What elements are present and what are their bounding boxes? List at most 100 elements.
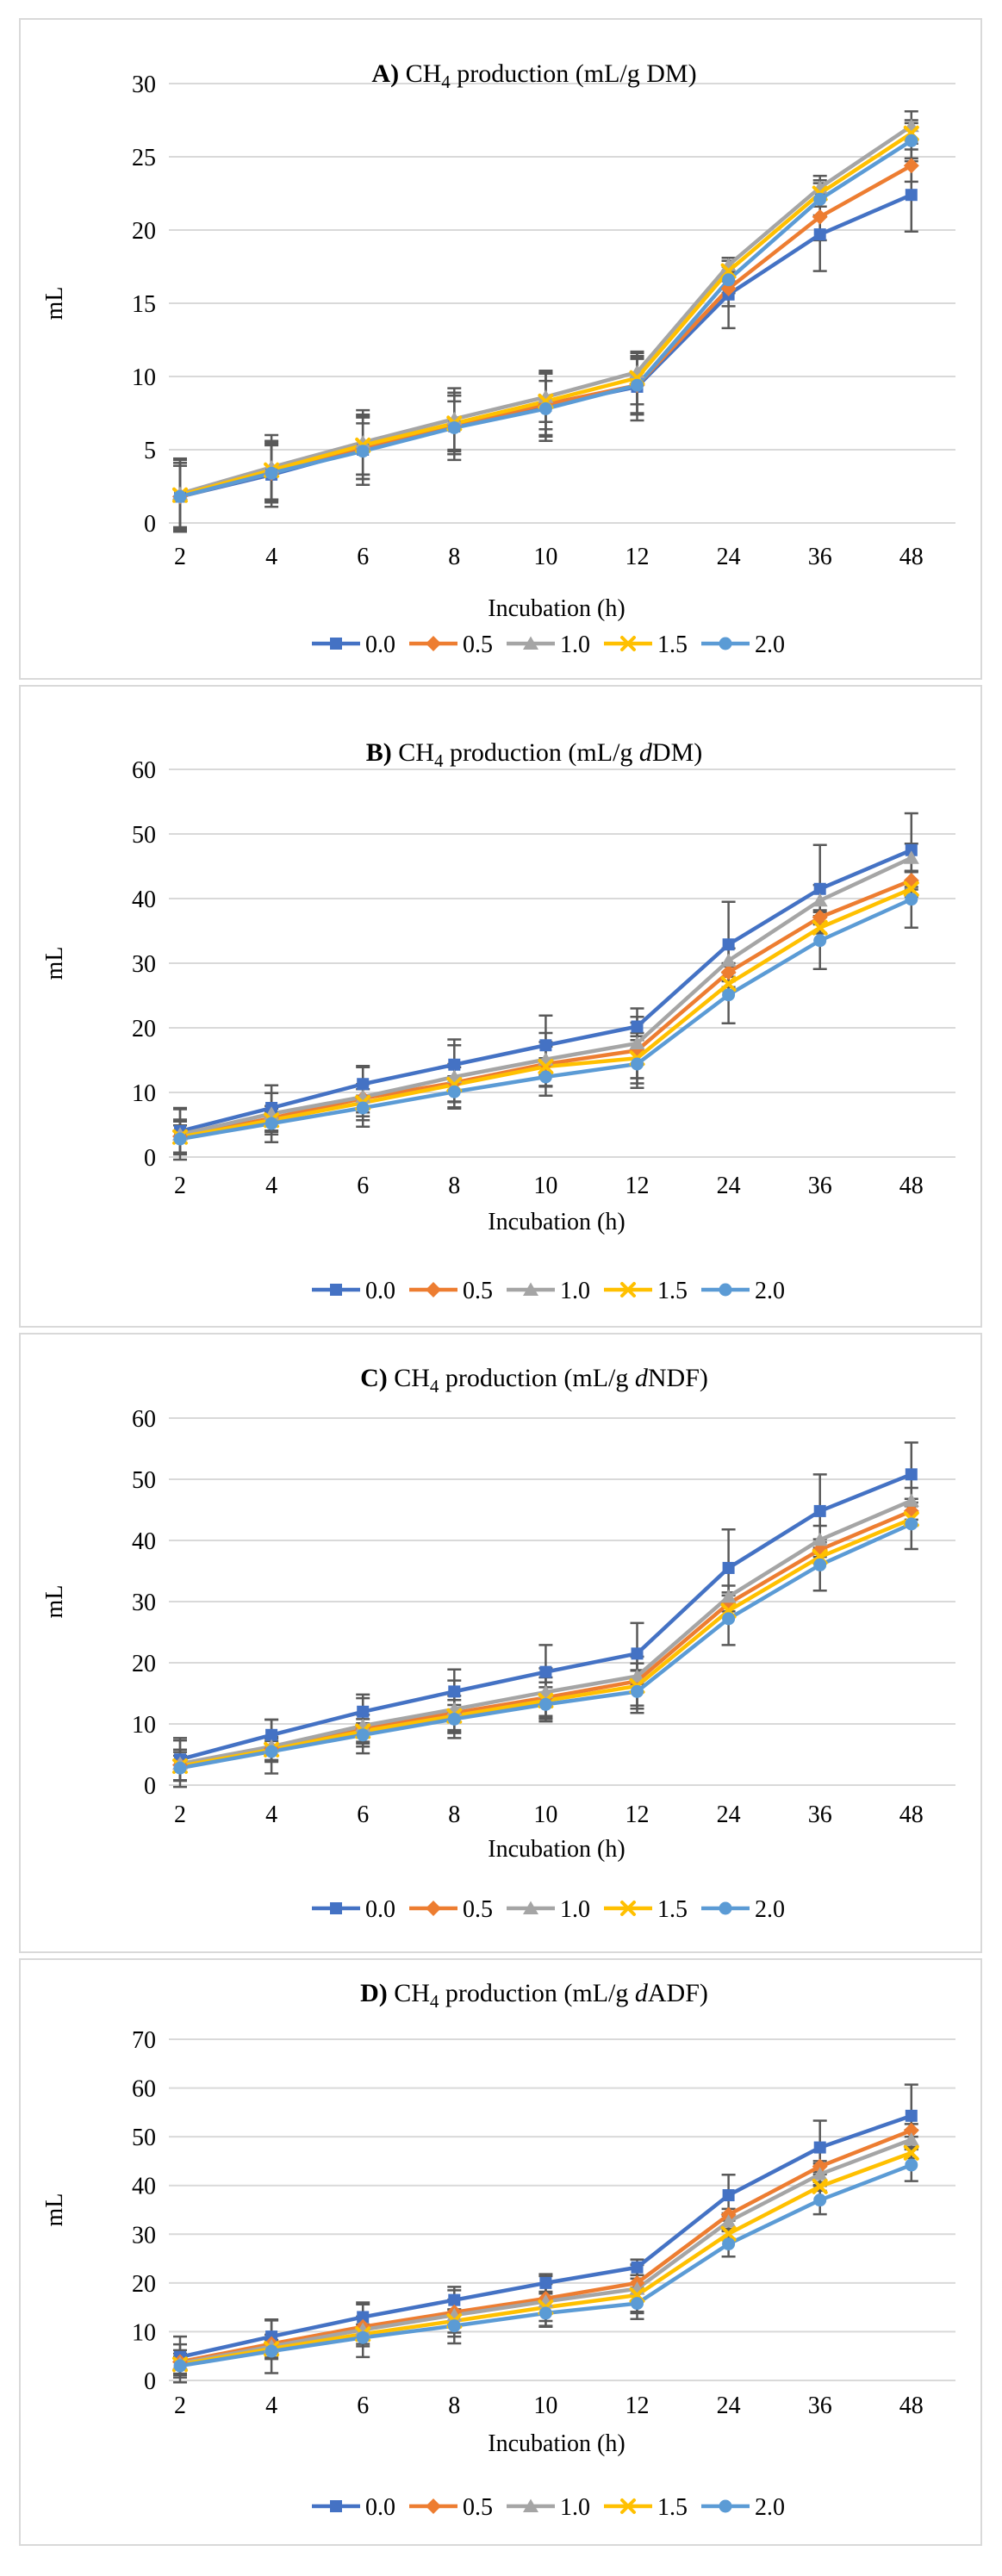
marker-2.0-6: [356, 445, 370, 458]
chart-b: 0 10 20 30 40 50 60 mL B) CH4 production (mL/g d…: [41, 738, 955, 1304]
x-axis-title: Incubation (h): [488, 1836, 625, 1863]
legend-label: 0.0: [365, 632, 395, 658]
x-tick-label: 6: [357, 544, 369, 570]
x-tick-label: 48: [899, 1173, 924, 1199]
x-tick-label: 24: [717, 544, 741, 570]
marker-0.0-48: [905, 2109, 918, 2122]
marker-2.0-36: [813, 2193, 827, 2207]
series-line-0.5: [177, 878, 914, 1139]
x-tick-label: 8: [448, 1173, 460, 1199]
marker-2.0-36: [813, 1558, 827, 1571]
marker-0.0-36: [813, 882, 826, 895]
marker-1.0-36: [812, 2167, 828, 2181]
marker-0.5-48: [903, 1503, 919, 1519]
y-tick-label: 10: [132, 2319, 156, 2346]
marker-1.5-48: [903, 880, 919, 897]
x-tick-label: 2: [174, 1173, 186, 1199]
y-tick-label: 0: [144, 1773, 156, 1800]
x-tick-label: 6: [357, 1173, 369, 1199]
x-tick-label: 24: [717, 1173, 741, 1199]
marker-2.0-12: [631, 2297, 644, 2311]
legend-label: 2.0: [755, 2494, 785, 2521]
legend-item-0.5: 0.5: [409, 2494, 493, 2521]
x-tick-label: 10: [533, 544, 557, 570]
legend-item-1.5: 1.5: [604, 2494, 688, 2521]
marker-0.0-24: [722, 2189, 735, 2202]
x-tick-label: 48: [899, 2392, 924, 2419]
marker-2.0-10: [538, 1697, 552, 1711]
legend-marker-x: [620, 1282, 636, 1297]
x-tick-label: 6: [357, 1801, 369, 1828]
legend-item-2.0: 2.0: [701, 632, 785, 658]
series-line-2.0: [177, 139, 914, 499]
y-tick-label: 20: [132, 218, 156, 245]
legend-label: 1.5: [657, 1278, 688, 1304]
marker-2.0-48: [905, 134, 918, 147]
legend-label: 1.5: [657, 2494, 688, 2521]
legend-marker-triangle: [523, 1282, 538, 1296]
y-tick-label: 30: [132, 951, 156, 978]
marker-1.0-48: [903, 2132, 919, 2146]
legend-marker-x: [620, 1901, 636, 1916]
x-tick-label: 8: [448, 544, 460, 570]
y-tick-label: 20: [132, 2271, 156, 2298]
marker-2.0-36: [813, 192, 827, 206]
x-tick-label: 36: [808, 1173, 832, 1199]
legend-item-1.0: 1.0: [507, 2494, 590, 2521]
y-tick-label: 50: [132, 2125, 156, 2151]
y-tick-label: 0: [144, 511, 156, 538]
legend-marker-x: [620, 636, 636, 651]
marker-1.5-48: [903, 2144, 919, 2161]
series-line-1.0: [177, 2137, 914, 2366]
y-axis-title: mL: [41, 1585, 68, 1619]
legend-item-0.0: 0.0: [312, 632, 395, 658]
x-tick-label: 24: [717, 2392, 741, 2419]
y-tick-label: 0: [144, 2368, 156, 2395]
x-tick-label: 48: [899, 1801, 924, 1828]
legend-item-1.5: 1.5: [604, 1896, 688, 1923]
legend-label: 1.0: [560, 1278, 590, 1304]
legend-label: 0.5: [463, 2494, 493, 2521]
y-tick-label: 0: [144, 1145, 156, 1172]
marker-2.0-10: [538, 1070, 552, 1084]
y-tick-label: 40: [132, 887, 156, 913]
legend-label: 2.0: [755, 1896, 785, 1923]
y-tick-label: 25: [132, 145, 156, 171]
legend-item-0.0: 0.0: [312, 2494, 395, 2521]
marker-2.0-24: [722, 273, 736, 287]
x-tick-label: 10: [533, 2392, 557, 2419]
legend-item-1.5: 1.5: [604, 1278, 688, 1304]
chart-a: 0 5 10 15 20 25 30 mL A) CH4 production (mL/g DM…: [41, 59, 955, 658]
x-tick-label: 4: [265, 1173, 277, 1199]
marker-2.0-48: [905, 2158, 918, 2172]
marker-0.0-10: [539, 1665, 552, 1678]
legend-label: 2.0: [755, 1278, 785, 1304]
x-tick-label: 2: [174, 2392, 186, 2419]
legend-marker-circle: [719, 2499, 732, 2513]
legend-marker-diamond: [426, 636, 441, 651]
marker-0.0-36: [813, 228, 826, 241]
marker-2.0-24: [722, 1612, 736, 1626]
marker-2.0-12: [631, 378, 644, 392]
y-tick-label: 20: [132, 1016, 156, 1042]
marker-0.5-24: [720, 964, 737, 980]
marker-1.0-24: [720, 2214, 737, 2228]
legend-marker-circle: [719, 1901, 732, 1915]
legend-label: 0.0: [365, 1896, 395, 1923]
x-tick-label: 10: [533, 1801, 557, 1828]
marker-1.5-36: [812, 2178, 828, 2194]
marker-2.0-24: [722, 988, 736, 1002]
legend-label: 1.0: [560, 1896, 590, 1923]
marker-0.5-36: [812, 208, 828, 225]
y-tick-label: 30: [132, 72, 156, 98]
legend-marker-square: [330, 2500, 342, 2512]
y-tick-label: 40: [132, 2174, 156, 2200]
marker-1.0-36: [812, 1532, 828, 1546]
legend-item-2.0: 2.0: [701, 2494, 785, 2521]
x-tick-label: 36: [808, 1801, 832, 1828]
marker-1.0-6: [355, 435, 371, 449]
legend-marker-diamond: [426, 2498, 441, 2514]
x-tick-label: 36: [808, 544, 832, 570]
legend-item-1.0: 1.0: [507, 1896, 590, 1923]
marker-0.0-8: [448, 1058, 461, 1071]
